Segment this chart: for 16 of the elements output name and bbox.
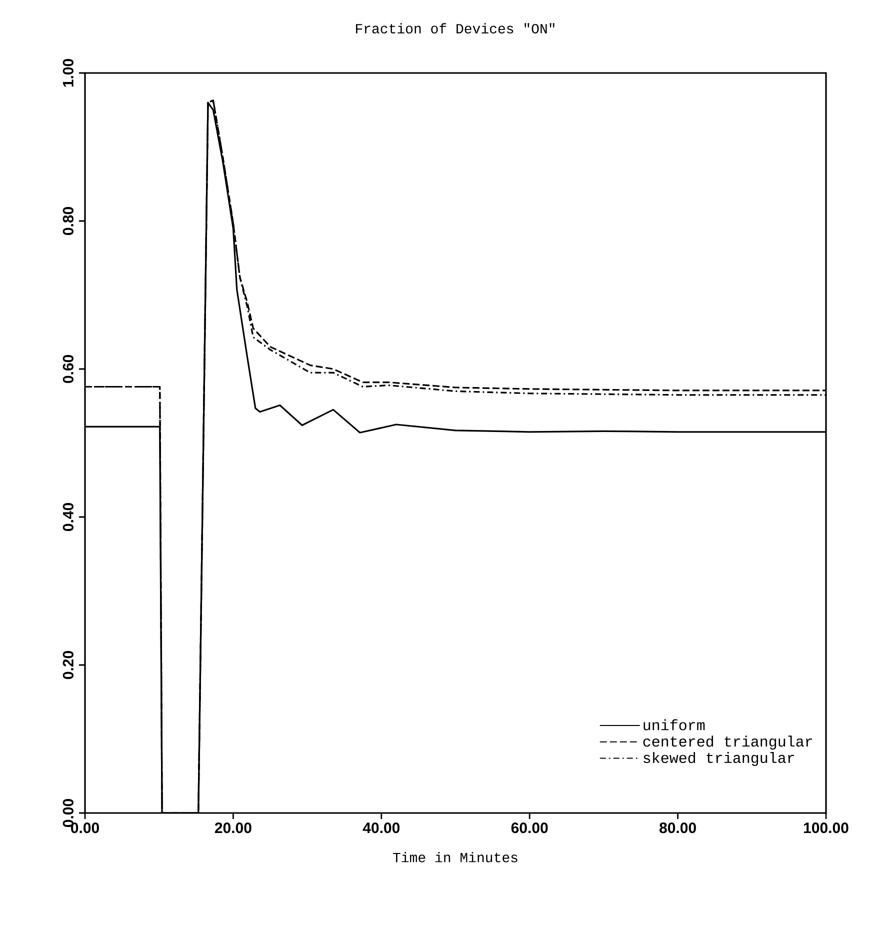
y-tick-label: 0.60 [62, 355, 74, 383]
legend-label: skewed triangular [644, 752, 794, 766]
x-tick-label: 60.00 [511, 822, 548, 834]
x-axis-title: Time in Minutes [393, 852, 518, 862]
chart-title: Fraction of Devices "ON" [356, 23, 554, 34]
legend-label: centered triangular [643, 736, 812, 750]
y-tick-label: 0.40 [62, 503, 74, 531]
x-tick-label: 0.00 [71, 822, 99, 834]
y-tick-label: 0.80 [62, 207, 74, 235]
y-tick-label: 1.00 [62, 59, 74, 87]
x-tick-label: 40.00 [362, 822, 400, 834]
y-tick-label: 0.20 [62, 651, 74, 679]
x-tick-label: 80.00 [660, 822, 696, 834]
x-tick-label: 100.00 [804, 822, 848, 834]
legend-label: uniform [644, 719, 705, 730]
x-tick-label: 20.00 [214, 822, 252, 834]
